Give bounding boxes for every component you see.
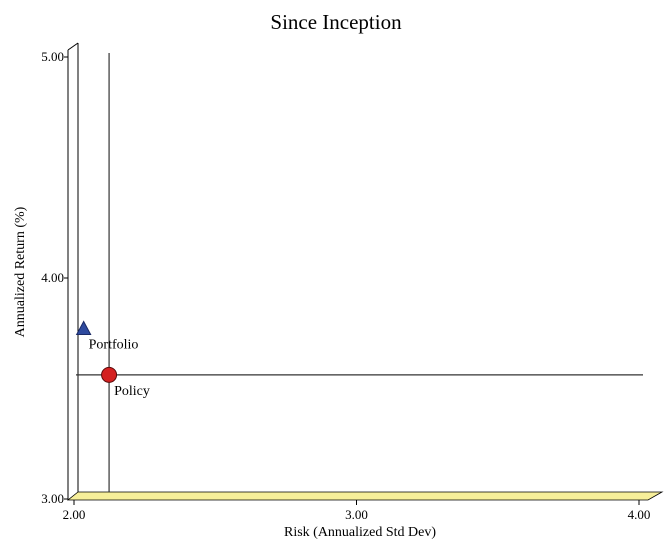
chart-title: Since Inception <box>270 10 402 34</box>
y-tick-label: 3.00 <box>41 491 64 506</box>
x-axis-title: Risk (Annualized Std Dev) <box>284 525 436 540</box>
floor-panel <box>66 491 664 501</box>
y-tick-label: 4.00 <box>41 270 64 285</box>
x-tick-label: 2.00 <box>63 507 86 522</box>
x-axis-ticks: 2.00 3.00 4.00 <box>63 500 651 522</box>
y-axis-ticks: 3.00 4.00 5.00 <box>41 49 68 506</box>
reference-lines <box>76 53 643 492</box>
portfolio-label: Portfolio <box>89 337 139 352</box>
x-tick-label: 4.00 <box>628 507 651 522</box>
plot-frame <box>66 42 664 501</box>
portfolio-marker <box>75 320 92 335</box>
policy-label: Policy <box>114 384 150 399</box>
data-points: Portfolio Policy <box>75 320 150 399</box>
x-tick-label: 3.00 <box>345 507 368 522</box>
policy-marker <box>101 366 118 383</box>
side-wall-top <box>67 42 79 51</box>
y-tick-label: 5.00 <box>41 49 64 64</box>
y-axis-title: Annualized Return (%) <box>13 206 28 337</box>
